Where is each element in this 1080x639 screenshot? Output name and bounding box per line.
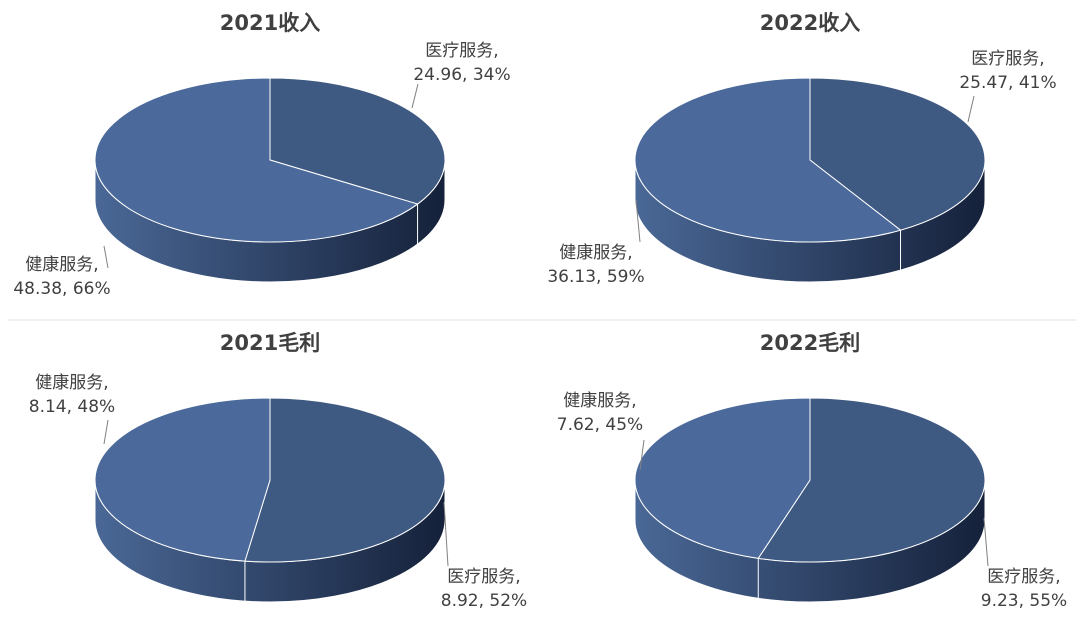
slice-label-name: 健康服务, xyxy=(35,373,108,393)
pie-slice xyxy=(634,77,902,243)
leader-line xyxy=(103,419,109,445)
slice-label-name: 健康服务, xyxy=(563,391,636,411)
pie-slice xyxy=(94,77,419,243)
slice-label-name: 医疗服务, xyxy=(447,567,520,587)
slice-label-value: 25.47, 41% xyxy=(959,73,1056,93)
slice-label-value: 24.96, 34% xyxy=(413,65,510,85)
slice-label-value: 9.23, 55% xyxy=(981,591,1067,611)
leader-line xyxy=(411,83,419,109)
leader-line xyxy=(103,245,109,269)
leader-line xyxy=(443,501,449,567)
leader-line xyxy=(635,199,641,243)
slice-label-name: 医疗服务, xyxy=(425,41,498,61)
slice-label-value: 36.13, 59% xyxy=(547,267,644,287)
slice-label-value: 7.62, 45% xyxy=(557,415,643,435)
slice-label-value: 8.92, 52% xyxy=(441,591,527,611)
leader-line xyxy=(639,439,645,471)
chart-title: 2021毛利 xyxy=(220,331,320,355)
pie-slice xyxy=(809,77,986,231)
slice-label-name: 医疗服务, xyxy=(987,567,1060,587)
pie-slice xyxy=(757,397,986,563)
slice-label-name: 健康服务, xyxy=(25,255,98,275)
slice-label-name: 健康服务, xyxy=(559,243,632,263)
chart-title: 2022收入 xyxy=(760,11,860,35)
slice-label-value: 48.38, 66% xyxy=(13,279,110,299)
leader-line xyxy=(967,95,975,123)
slice-label-value: 8.14, 48% xyxy=(29,397,115,417)
chart-title: 2021收入 xyxy=(220,11,320,35)
slice-label-name: 医疗服务, xyxy=(971,49,1044,69)
pie-slice xyxy=(244,397,446,563)
pie-slice xyxy=(634,397,811,559)
chart-title: 2022毛利 xyxy=(760,331,860,355)
leader-line xyxy=(983,517,989,567)
pie-slice xyxy=(94,397,271,562)
